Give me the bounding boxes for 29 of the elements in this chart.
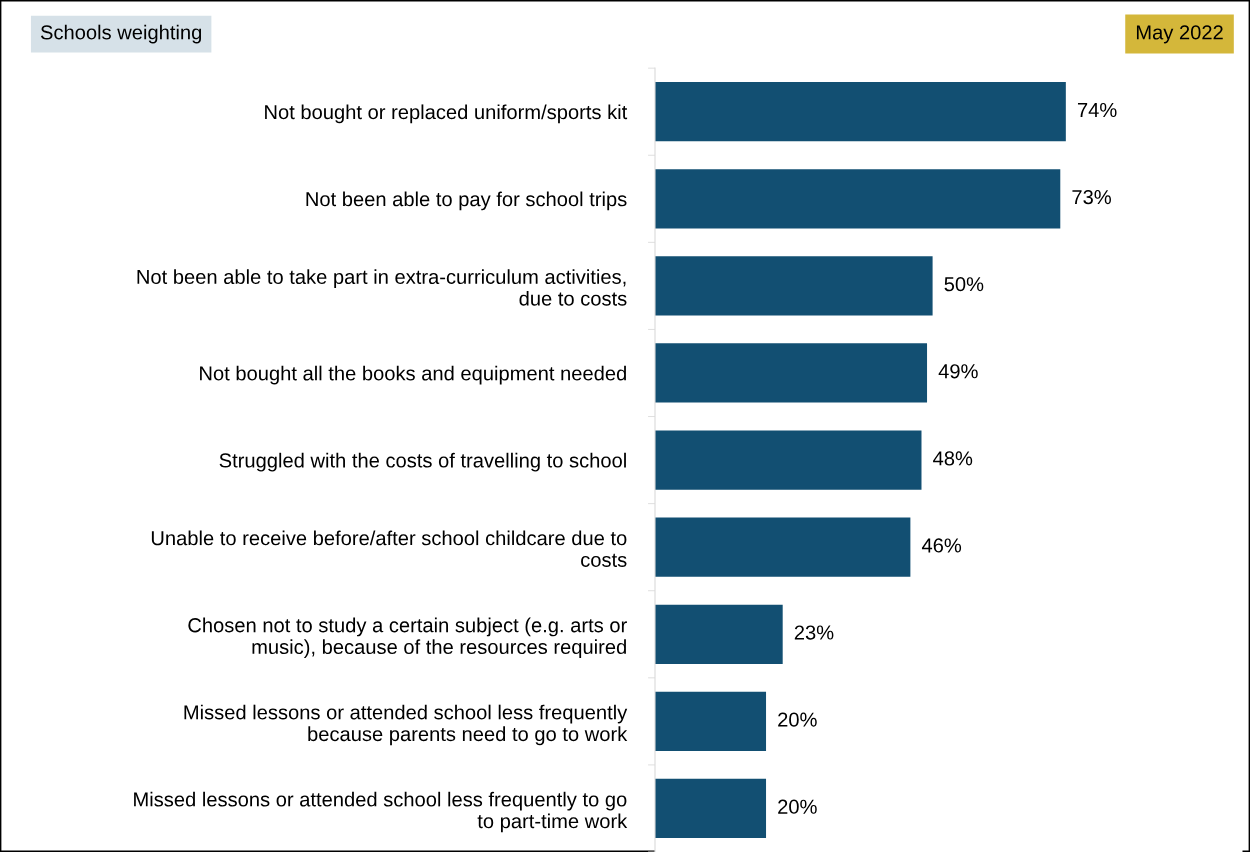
bar [655,343,928,403]
text: Schools weighting [40,24,202,44]
y-tick-label: Not bought or replaced uniform/sports kit [265,104,628,124]
y-tick-label: Missed lessons or attended school less frequently to go to part-time work [134,791,628,833]
data-label: 46% [921,538,962,553]
y-tick-label: Not bought all the books and equipment needed [200,365,626,385]
bar [655,778,767,839]
y-tick-label: Missed lessons or attended school less frequently because parents need to go to work [184,704,628,746]
y-tick-label: Not been able to take part in extra-curriculum activities, due to costs [137,269,627,306]
y-tick-label: Unable to receive before/after school childcare due to costs [151,530,627,567]
data-label: 74% [1077,102,1117,118]
y-tick-label: Chosen not to study a certain subject (e.g. arts or music), because of the resources required [188,617,627,659]
bar [655,691,767,751]
data-label: 49% [938,364,978,379]
data-label: 50% [944,277,984,292]
data-label: 48% [933,451,973,466]
bar [655,430,922,490]
bar [655,604,783,664]
y-tick-label: Not been able to pay for school trips [306,191,627,211]
bar [655,82,1066,142]
bar [655,256,933,316]
y-tick-label: Struggled with the costs of travelling to school [219,452,626,472]
text: May 2022 [1136,25,1223,44]
data-label: 20% [778,799,817,814]
data-label: 73% [1072,189,1111,205]
bar [655,517,911,577]
data-label: 23% [794,625,834,640]
data-label: 20% [778,712,817,727]
bar [655,169,1061,229]
